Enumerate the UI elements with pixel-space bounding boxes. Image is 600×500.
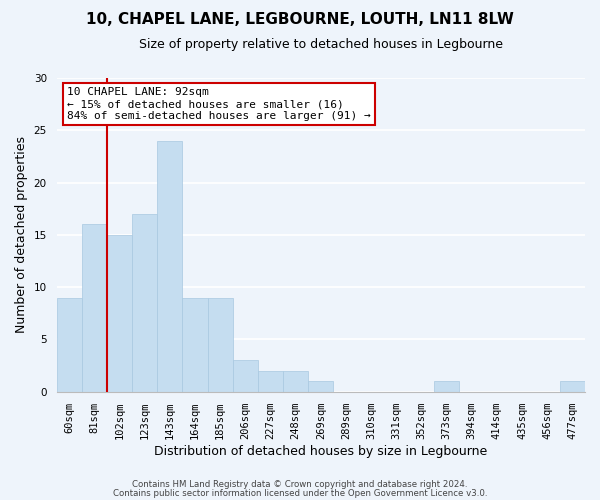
Text: Contains public sector information licensed under the Open Government Licence v3: Contains public sector information licen…	[113, 488, 487, 498]
Bar	[182, 298, 208, 392]
X-axis label: Distribution of detached houses by size in Legbourne: Distribution of detached houses by size …	[154, 444, 487, 458]
Bar	[82, 224, 107, 392]
Text: Contains HM Land Registry data © Crown copyright and database right 2024.: Contains HM Land Registry data © Crown c…	[132, 480, 468, 489]
Bar	[107, 235, 132, 392]
Bar	[283, 371, 308, 392]
Bar	[208, 298, 233, 392]
Bar	[157, 141, 182, 392]
Bar	[132, 214, 157, 392]
Text: 10 CHAPEL LANE: 92sqm
← 15% of detached houses are smaller (16)
84% of semi-deta: 10 CHAPEL LANE: 92sqm ← 15% of detached …	[67, 88, 371, 120]
Bar	[56, 298, 82, 392]
Bar	[434, 382, 459, 392]
Title: Size of property relative to detached houses in Legbourne: Size of property relative to detached ho…	[139, 38, 503, 51]
Bar	[560, 382, 585, 392]
Bar	[258, 371, 283, 392]
Y-axis label: Number of detached properties: Number of detached properties	[15, 136, 28, 334]
Text: 10, CHAPEL LANE, LEGBOURNE, LOUTH, LN11 8LW: 10, CHAPEL LANE, LEGBOURNE, LOUTH, LN11 …	[86, 12, 514, 28]
Bar	[308, 382, 334, 392]
Bar	[233, 360, 258, 392]
